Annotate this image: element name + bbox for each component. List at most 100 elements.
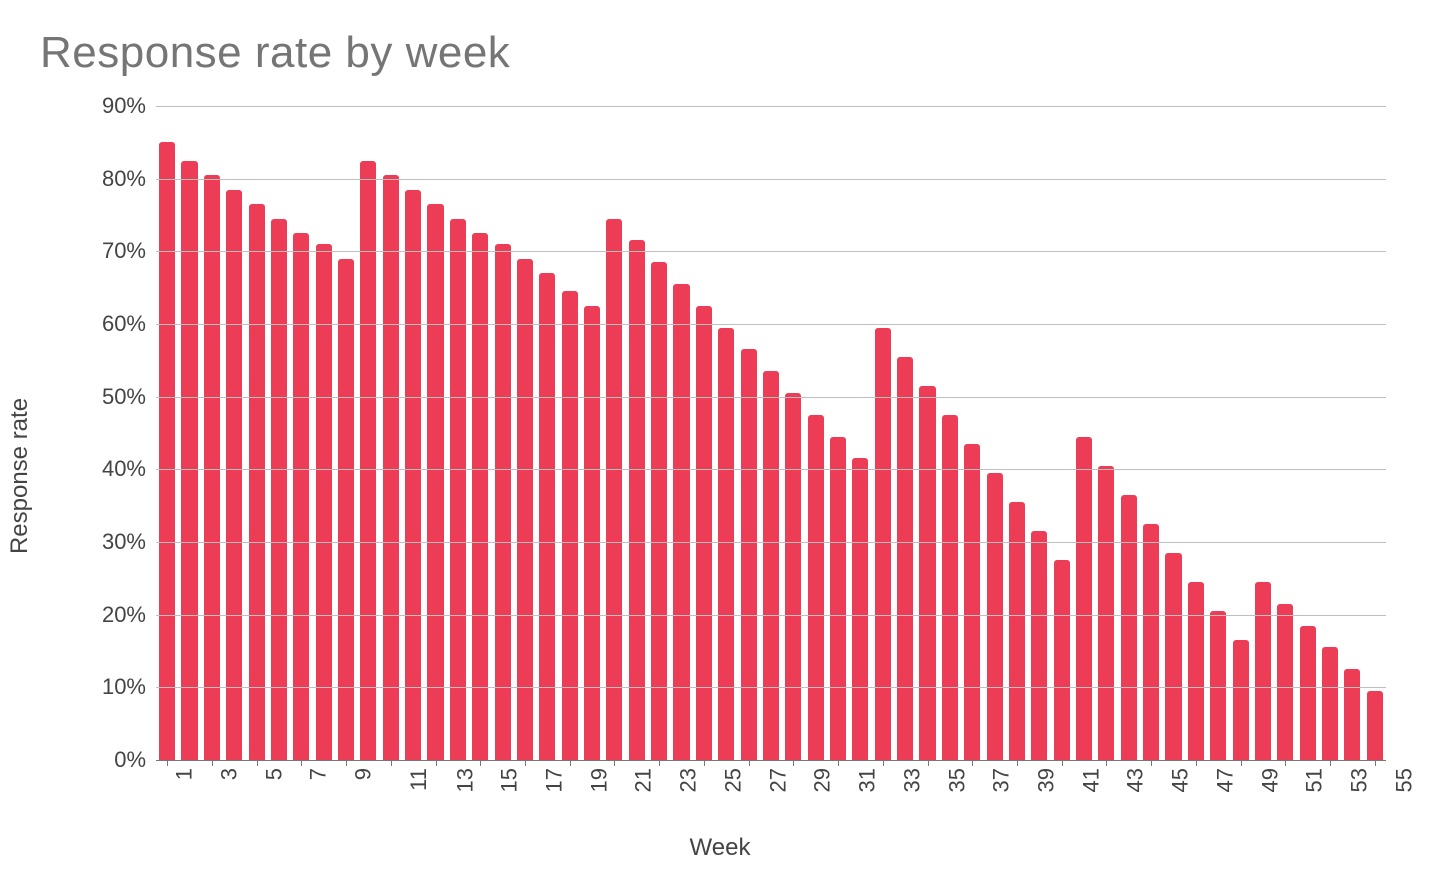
- bar: [1344, 669, 1360, 760]
- bar: [919, 386, 935, 760]
- bar: [1054, 560, 1070, 760]
- x-tickmark: [1062, 760, 1063, 766]
- bar: [562, 291, 578, 760]
- bar: [785, 393, 801, 760]
- x-tick-label: 25: [720, 768, 746, 792]
- x-tick-label: 53: [1347, 768, 1373, 792]
- x-tickmark: [480, 760, 481, 766]
- x-tickmark: [614, 760, 615, 766]
- bar: [1031, 531, 1047, 760]
- x-tick-label: 13: [452, 768, 478, 792]
- bar: [808, 415, 824, 760]
- x-tickmark: [793, 760, 794, 766]
- x-tickmark: [883, 760, 884, 766]
- x-tick-label: 9: [350, 768, 376, 780]
- x-axis-title: Week: [34, 834, 1406, 862]
- x-tick-label: 3: [216, 768, 242, 780]
- gridline: [156, 251, 1386, 252]
- x-tickmark: [1375, 760, 1376, 766]
- x-tickmark: [1106, 760, 1107, 766]
- y-axis-title: Response rate: [6, 398, 34, 554]
- bar: [271, 219, 287, 760]
- bar: [696, 306, 712, 760]
- bar: [1277, 604, 1293, 760]
- bar: [718, 328, 734, 760]
- x-tick-label: 19: [586, 768, 612, 792]
- bar: [1210, 611, 1226, 760]
- x-tickmark: [257, 760, 258, 766]
- x-tick-label: 5: [261, 768, 287, 780]
- bar: [159, 142, 175, 760]
- bar: [204, 175, 220, 760]
- bar: [1255, 582, 1271, 760]
- bar: [1121, 495, 1137, 760]
- gridline: [156, 397, 1386, 398]
- bars-layer: [156, 106, 1386, 760]
- y-tick-label: 70%: [102, 238, 146, 264]
- bar: [987, 473, 1003, 760]
- bar: [1300, 626, 1316, 760]
- bar: [1367, 691, 1383, 760]
- x-tick-label: 41: [1078, 768, 1104, 792]
- gridline: [156, 179, 1386, 180]
- x-tickmark: [570, 760, 571, 766]
- bar: [942, 415, 958, 760]
- plot-area: 0%10%20%30%40%50%60%70%80%90%13579111315…: [156, 106, 1386, 760]
- x-tick-label: 17: [541, 768, 567, 792]
- x-tickmark: [167, 760, 168, 766]
- bar: [964, 444, 980, 760]
- bar: [629, 240, 645, 760]
- x-tickmark: [346, 760, 347, 766]
- x-tickmark: [1241, 760, 1242, 766]
- chart-title: Response rate by week: [40, 28, 1406, 78]
- x-tick-label: 49: [1257, 768, 1283, 792]
- bar: [830, 437, 846, 760]
- x-tickmark: [928, 760, 929, 766]
- x-tick-label: 37: [989, 768, 1015, 792]
- response-rate-chart: Response rate by week Response rate 0%10…: [0, 0, 1440, 890]
- y-tick-label: 60%: [102, 311, 146, 337]
- bar: [226, 190, 242, 760]
- x-tick-label: 45: [1168, 768, 1194, 792]
- bar: [651, 262, 667, 760]
- x-tick-label: 11: [406, 768, 432, 791]
- bar: [1188, 582, 1204, 760]
- x-tickmark: [659, 760, 660, 766]
- x-tick-label: 23: [676, 768, 702, 792]
- x-tick-label: 51: [1302, 768, 1328, 792]
- gridline: [156, 324, 1386, 325]
- gridline: [156, 615, 1386, 616]
- x-tickmark: [838, 760, 839, 766]
- x-tick-label: 43: [1123, 768, 1149, 792]
- bar: [852, 458, 868, 760]
- x-tick-label: 21: [631, 768, 657, 792]
- bar: [897, 357, 913, 760]
- bar: [450, 219, 466, 760]
- bar: [1098, 466, 1114, 760]
- x-tick-label: 31: [855, 768, 881, 792]
- bar: [249, 204, 265, 760]
- x-tickmark: [301, 760, 302, 766]
- x-tickmark: [1285, 760, 1286, 766]
- x-tick-label: 47: [1212, 768, 1238, 792]
- bar: [584, 306, 600, 760]
- x-tick-label: 35: [944, 768, 970, 792]
- x-tick-label: 55: [1391, 768, 1417, 792]
- bar: [763, 371, 779, 760]
- x-tick-label: 15: [497, 768, 523, 792]
- y-tick-label: 40%: [102, 456, 146, 482]
- gridline: [156, 106, 1386, 107]
- bar: [875, 328, 891, 760]
- x-tickmark: [972, 760, 973, 766]
- bar: [606, 219, 622, 760]
- x-tickmark: [1330, 760, 1331, 766]
- x-tickmark: [1017, 760, 1018, 766]
- x-tick-label: 29: [810, 768, 836, 792]
- bar: [1076, 437, 1092, 760]
- bar: [1009, 502, 1025, 760]
- x-tickmark: [525, 760, 526, 766]
- bar: [293, 233, 309, 760]
- x-tickmark: [436, 760, 437, 766]
- bar: [383, 175, 399, 760]
- bar: [472, 233, 488, 760]
